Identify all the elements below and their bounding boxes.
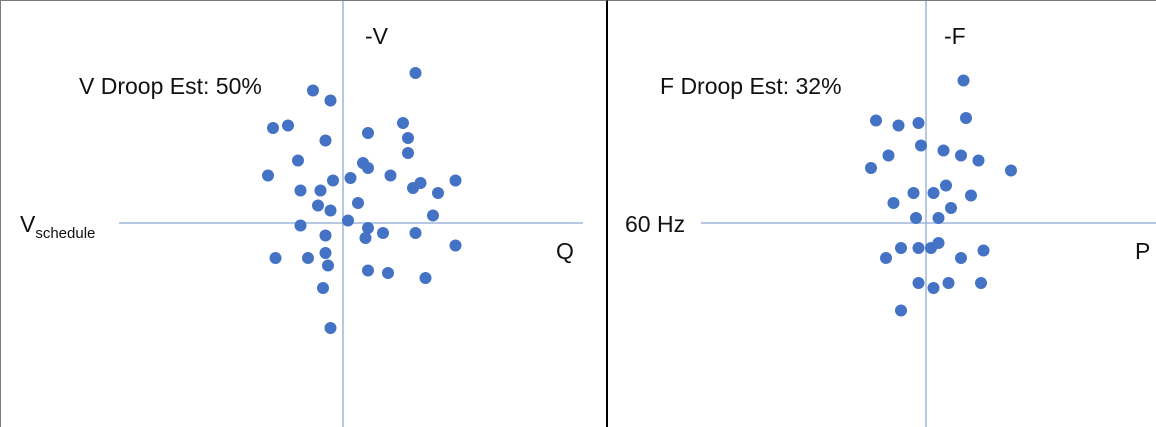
data-point xyxy=(307,84,319,97)
data-point xyxy=(362,162,374,174)
data-point xyxy=(407,182,419,194)
data-point xyxy=(327,174,339,187)
data-point xyxy=(294,219,307,232)
data-point xyxy=(449,174,462,187)
data-point xyxy=(912,277,925,289)
data-point xyxy=(945,202,957,214)
data-point xyxy=(932,212,945,224)
data-point xyxy=(907,187,920,199)
p-axis-label: P xyxy=(1135,238,1151,264)
data-point xyxy=(965,189,977,202)
data-point xyxy=(342,214,354,227)
data-point xyxy=(269,252,282,264)
data-point xyxy=(960,112,972,124)
v-droop-title: V Droop Est: 50% xyxy=(79,73,262,99)
data-point xyxy=(352,197,364,209)
f-droop-panel: F Droop Est: 32% -F P 60 Hz xyxy=(608,0,1156,427)
data-point xyxy=(317,282,329,294)
data-point xyxy=(912,117,925,129)
data-point xyxy=(382,267,394,279)
data-point xyxy=(915,139,927,152)
data-point xyxy=(312,199,324,212)
f-droop-title: F Droop Est: 32% xyxy=(660,73,842,99)
data-point xyxy=(319,134,332,147)
data-point xyxy=(302,252,314,264)
data-point xyxy=(319,229,332,242)
v-schedule-subscript: schedule xyxy=(35,225,96,242)
data-point xyxy=(384,169,397,182)
data-point xyxy=(865,162,877,174)
data-point xyxy=(427,209,439,222)
v-schedule-label: Vschedule xyxy=(20,211,95,242)
data-point xyxy=(409,227,422,239)
data-point xyxy=(957,74,970,87)
data-point xyxy=(397,117,409,129)
data-point xyxy=(912,242,925,254)
data-point xyxy=(432,187,444,199)
data-point xyxy=(895,242,907,254)
data-point xyxy=(895,304,907,317)
data-point xyxy=(449,239,462,252)
v-schedule-main: V xyxy=(20,211,36,237)
v-droop-chart xyxy=(119,1,583,427)
data-point xyxy=(409,67,422,79)
data-point xyxy=(314,184,327,197)
data-point xyxy=(322,259,334,272)
data-point xyxy=(362,127,374,139)
f-droop-chart xyxy=(701,1,1156,427)
data-point xyxy=(910,212,922,224)
data-point xyxy=(927,187,940,199)
v-droop-panel: V Droop Est: 50% -V Q Vschedule xyxy=(0,0,608,427)
data-point xyxy=(294,184,307,197)
data-point xyxy=(324,204,337,217)
data-point xyxy=(972,154,985,167)
data-point xyxy=(362,264,374,277)
data-point xyxy=(955,149,967,162)
data-point xyxy=(937,144,950,157)
data-point xyxy=(324,322,337,334)
neg-f-axis-label: -F xyxy=(944,23,966,49)
data-point xyxy=(377,227,389,239)
data-point xyxy=(1005,164,1017,177)
data-point xyxy=(362,222,374,234)
data-point xyxy=(882,149,895,162)
data-point xyxy=(925,242,937,254)
data-point xyxy=(892,119,905,132)
data-point xyxy=(344,172,357,184)
data-point xyxy=(324,94,337,107)
data-point xyxy=(292,154,304,167)
data-point xyxy=(267,122,279,134)
data-point xyxy=(975,277,987,289)
data-point xyxy=(927,282,940,294)
data-point xyxy=(402,147,414,159)
data-point xyxy=(940,179,952,192)
data-point xyxy=(319,247,332,259)
data-point xyxy=(870,114,882,127)
q-axis-label: Q xyxy=(556,238,574,264)
data-point xyxy=(887,197,900,209)
sixty-hz-label: 60 Hz xyxy=(625,211,686,237)
data-point xyxy=(262,169,274,182)
data-point xyxy=(282,119,294,132)
data-point xyxy=(402,132,414,144)
data-point xyxy=(419,272,432,284)
data-point xyxy=(359,232,372,244)
data-point xyxy=(942,277,955,289)
data-point xyxy=(880,252,892,264)
neg-v-axis-label: -V xyxy=(365,23,388,49)
data-point xyxy=(977,244,990,257)
data-point xyxy=(955,252,967,264)
